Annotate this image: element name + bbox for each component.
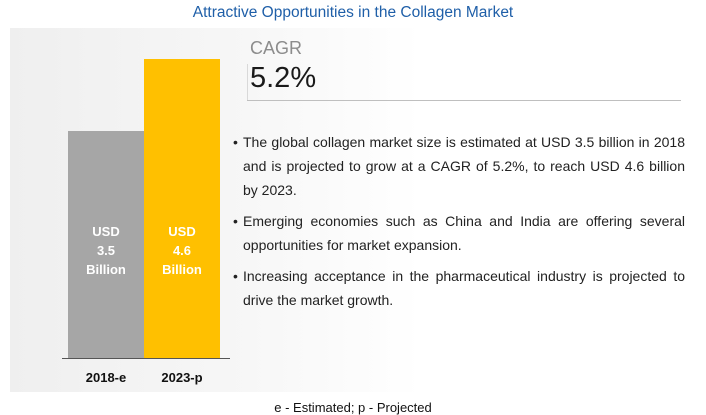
x-tick-label: 2018-e <box>85 370 127 385</box>
bullet-dot: • <box>233 213 238 229</box>
bullet-item: • The global collagen market size is esti… <box>233 130 685 202</box>
divider <box>247 100 681 101</box>
cagr-label: CAGR <box>250 38 303 58</box>
divider <box>247 64 248 101</box>
bar <box>68 130 144 358</box>
bullet-text: Increasing acceptance in the pharmaceuti… <box>243 268 685 308</box>
bullet-dot: • <box>233 134 238 150</box>
cagr-value: 5.2% <box>250 62 317 94</box>
bullet-item: • Emerging economies such as China and In… <box>233 209 685 257</box>
x-tick-label: 2023-p <box>161 370 203 385</box>
bullet-text: The global collagen market size is estim… <box>243 134 685 198</box>
baseline <box>62 358 230 359</box>
bullet-text: Emerging economies such as China and Ind… <box>243 213 685 253</box>
value-label: USD 4.6 Billion <box>162 224 202 277</box>
value-label: USD 3.5 Billion <box>86 224 126 277</box>
chart-title: Attractive Opportunities in the Collagen… <box>192 4 514 21</box>
footnote: e - Estimated; p - Projected <box>274 400 432 415</box>
bullet-dot: • <box>233 268 238 284</box>
bullet-item: • Increasing acceptance in the pharmaceut… <box>233 264 685 312</box>
bar <box>144 59 220 358</box>
